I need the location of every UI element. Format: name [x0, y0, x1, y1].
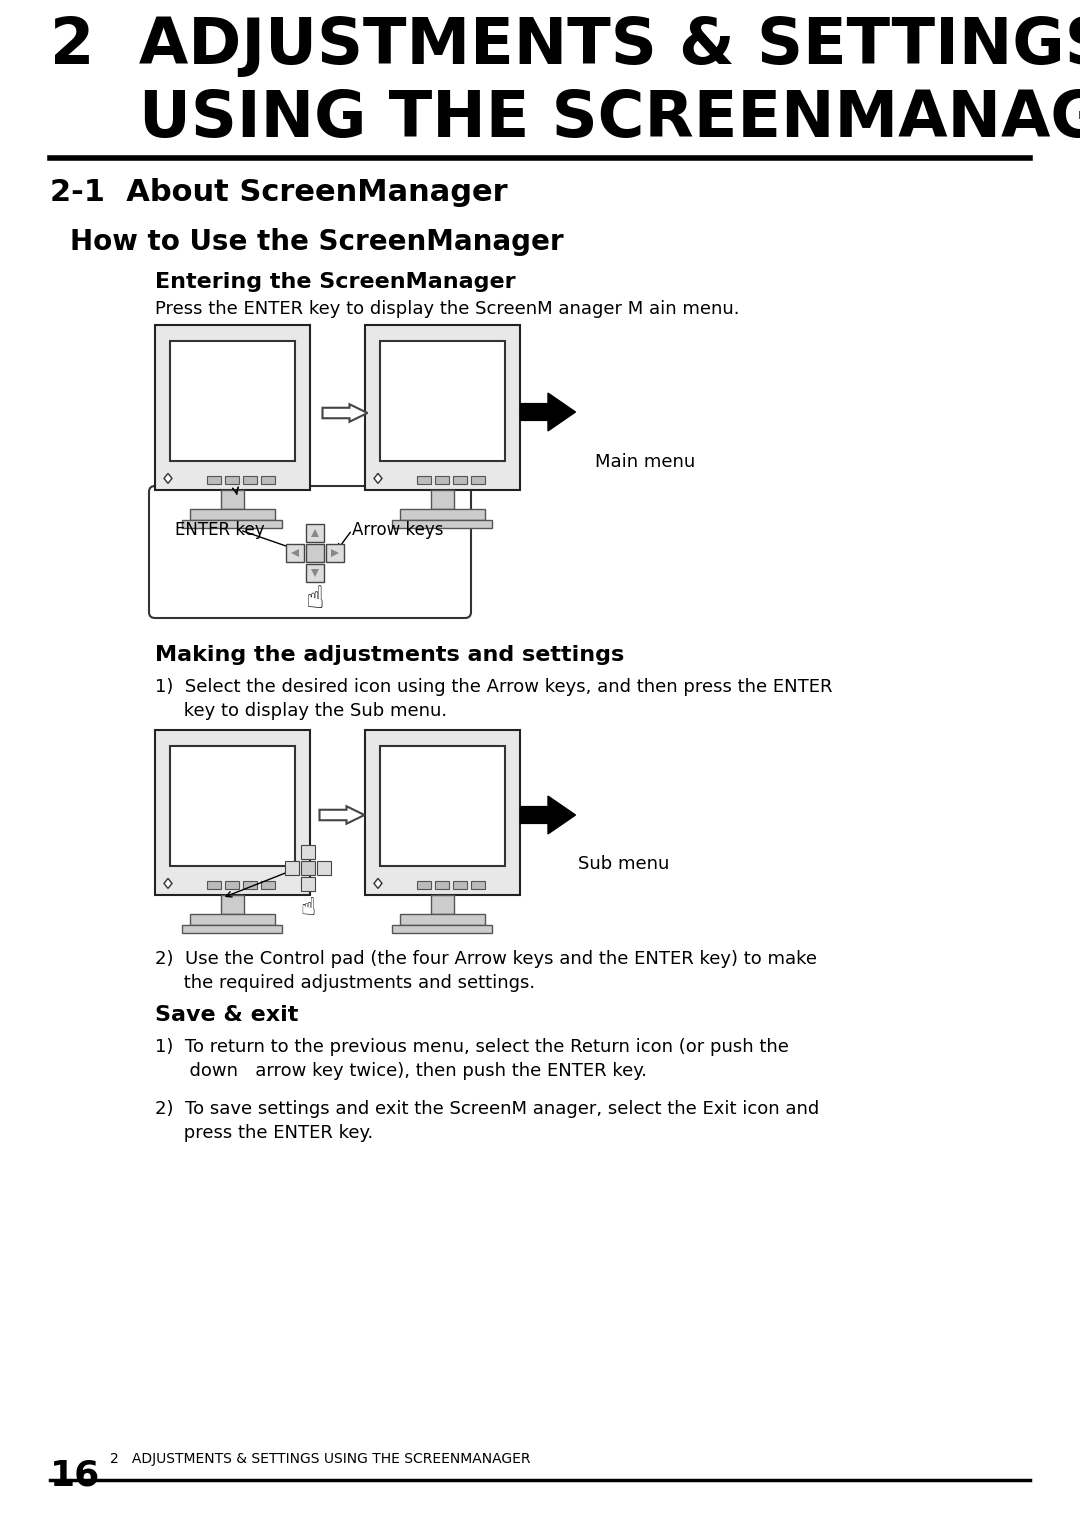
Bar — [380, 745, 505, 865]
Bar — [301, 878, 315, 891]
Text: the required adjustments and settings.: the required adjustments and settings. — [156, 974, 535, 991]
Bar — [221, 895, 244, 915]
Polygon shape — [374, 879, 382, 888]
Bar — [225, 881, 239, 888]
Bar — [301, 861, 315, 875]
Bar — [207, 476, 221, 484]
Text: How to Use the ScreenManager: How to Use the ScreenManager — [70, 227, 564, 257]
Text: Main menu: Main menu — [595, 453, 696, 470]
Bar — [365, 730, 519, 895]
Bar — [183, 520, 282, 529]
Bar — [471, 881, 485, 888]
FancyBboxPatch shape — [149, 486, 471, 618]
Polygon shape — [320, 807, 365, 824]
Text: press the ENTER key.: press the ENTER key. — [156, 1124, 374, 1142]
Text: 1)  To return to the previous menu, select the Return icon (or push the: 1) To return to the previous menu, selec… — [156, 1037, 788, 1056]
Bar — [306, 544, 324, 563]
Bar — [207, 881, 221, 888]
Polygon shape — [164, 473, 172, 484]
Bar — [170, 745, 295, 865]
Bar — [417, 881, 431, 888]
Text: ☝: ☝ — [300, 896, 315, 921]
Text: 2   ADJUSTMENTS & SETTINGS USING THE SCREENMANAGER: 2 ADJUSTMENTS & SETTINGS USING THE SCREE… — [110, 1452, 530, 1466]
Bar — [261, 881, 275, 888]
Bar — [453, 476, 467, 484]
Bar — [431, 895, 454, 915]
Polygon shape — [521, 796, 576, 835]
Bar — [261, 476, 275, 484]
Text: 2-1  About ScreenManager: 2-1 About ScreenManager — [50, 178, 508, 207]
Bar — [243, 476, 257, 484]
Bar — [156, 324, 310, 490]
Bar — [326, 544, 345, 563]
Text: Press the ENTER key to display the ScreenM anager M ain menu.: Press the ENTER key to display the Scree… — [156, 300, 740, 318]
Bar — [435, 476, 449, 484]
Text: 16: 16 — [50, 1459, 100, 1492]
Bar — [301, 845, 315, 859]
Bar — [225, 476, 239, 484]
Bar — [417, 476, 431, 484]
Text: Making the adjustments and settings: Making the adjustments and settings — [156, 646, 624, 666]
Bar — [190, 915, 275, 925]
Text: Entering the ScreenManager: Entering the ScreenManager — [156, 272, 515, 292]
Text: Sub menu: Sub menu — [578, 855, 670, 873]
Bar — [306, 524, 324, 543]
Bar — [400, 509, 485, 520]
Text: ENTER key: ENTER key — [175, 521, 265, 539]
Bar — [453, 881, 467, 888]
Polygon shape — [521, 393, 576, 430]
Text: 1)  Select the desired icon using the Arrow keys, and then press the ENTER: 1) Select the desired icon using the Arr… — [156, 678, 833, 696]
Bar — [471, 476, 485, 484]
Text: down   arrow key twice), then push the ENTER key.: down arrow key twice), then push the ENT… — [156, 1062, 647, 1081]
Bar — [431, 490, 454, 509]
Bar — [392, 520, 492, 529]
Text: key to display the Sub menu.: key to display the Sub menu. — [156, 702, 447, 719]
Bar — [400, 915, 485, 925]
Bar — [170, 341, 295, 461]
Polygon shape — [291, 549, 299, 556]
Polygon shape — [323, 404, 367, 421]
Bar — [380, 341, 505, 461]
Bar — [392, 925, 492, 933]
Polygon shape — [374, 473, 382, 484]
Polygon shape — [164, 879, 172, 888]
Text: Arrow keys: Arrow keys — [352, 521, 444, 539]
Text: ☝: ☝ — [306, 586, 324, 613]
Polygon shape — [330, 549, 339, 556]
Bar — [221, 490, 244, 509]
Text: 2)  To save settings and exit the ScreenM anager, select the Exit icon and: 2) To save settings and exit the ScreenM… — [156, 1100, 820, 1117]
Bar — [318, 861, 330, 875]
Text: Save & exit: Save & exit — [156, 1005, 298, 1025]
Bar — [285, 861, 299, 875]
Polygon shape — [311, 569, 319, 576]
Bar — [365, 324, 519, 490]
Bar — [183, 925, 282, 933]
Bar — [190, 509, 275, 520]
Bar — [435, 881, 449, 888]
Polygon shape — [311, 529, 319, 536]
Text: 2  ADJUSTMENTS & SETTINGS: 2 ADJUSTMENTS & SETTINGS — [50, 15, 1080, 77]
Bar — [156, 730, 310, 895]
Text: 2)  Use the Control pad (the four Arrow keys and the ENTER key) to make: 2) Use the Control pad (the four Arrow k… — [156, 950, 816, 968]
Bar — [243, 881, 257, 888]
Text: USING THE SCREENMANAGER: USING THE SCREENMANAGER — [50, 88, 1080, 151]
Bar — [306, 564, 324, 583]
Bar — [286, 544, 303, 563]
